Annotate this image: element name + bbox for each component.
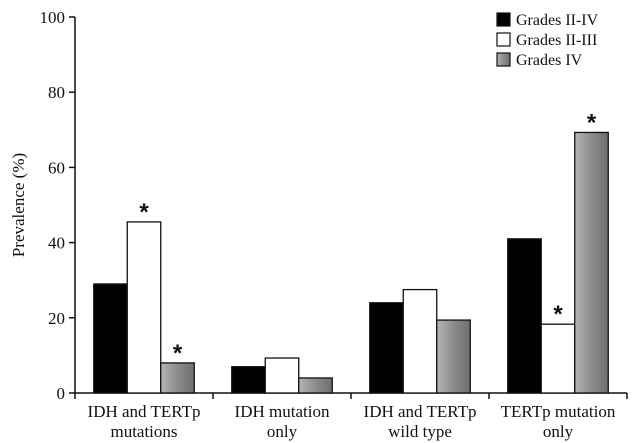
x-category-label-line: only [543, 422, 574, 441]
bar-grades-iv [298, 377, 333, 394]
bar-grades-ii-iii [126, 221, 162, 394]
y-axis-label: Prevalence (%) [9, 153, 28, 257]
y-tick-label: 100 [40, 8, 66, 27]
bar-grades-ii-iv [93, 283, 128, 394]
x-category-label: IDH and TERTp wild type [364, 402, 477, 441]
legend-label: Grades II-IV [516, 12, 599, 29]
y-tick-label: 80 [48, 83, 65, 102]
bar-grades-iv [436, 319, 471, 394]
bar-grades-ii-iv [369, 302, 404, 394]
bars [93, 131, 609, 394]
x-category-label: IDH mutation only [235, 402, 330, 441]
legend-swatch [496, 52, 511, 67]
x-category-label-line: IDH and TERTp [364, 402, 477, 421]
x-category-label: TERTp mutation only [501, 402, 616, 441]
bar-grades-iv [160, 362, 195, 394]
significance-star: * [553, 301, 563, 328]
y-tick-label: 60 [48, 158, 65, 177]
bar-grades-ii-iv [231, 366, 266, 394]
y-tick-label: 0 [57, 384, 66, 403]
bar-grades-ii-iii [264, 357, 300, 394]
legend-swatch [496, 32, 511, 47]
x-category-label-line: wild type [388, 422, 452, 441]
bar-grades-iv [574, 131, 609, 394]
significance-star: * [173, 340, 183, 367]
legend: Grades II-IV Grades II-III Grades IV [496, 12, 599, 69]
x-category-label-line: mutations [110, 422, 177, 441]
significance-star: * [587, 109, 597, 136]
significance-markers: * * * * [139, 109, 597, 366]
significance-star: * [139, 199, 149, 226]
x-category-label-line: TERTp mutation [501, 402, 616, 421]
y-axis: 0 20 40 60 80 100 Prevalence (%) [9, 8, 76, 403]
x-category-label-line: only [267, 422, 298, 441]
x-category-label-line: IDH mutation [235, 402, 330, 421]
bar-grades-ii-iii [540, 323, 576, 394]
y-tick-label: 40 [48, 234, 65, 253]
y-tick-label: 20 [48, 309, 65, 328]
x-category-label: IDH and TERTp mutations [88, 402, 201, 441]
bar-grades-ii-iii [402, 288, 438, 394]
bar-grades-ii-iv [507, 238, 542, 394]
x-category-label-line: IDH and TERTp [88, 402, 201, 421]
legend-label: Grades II-III [516, 32, 597, 49]
legend-swatch [496, 12, 511, 27]
legend-label: Grades IV [516, 52, 583, 69]
